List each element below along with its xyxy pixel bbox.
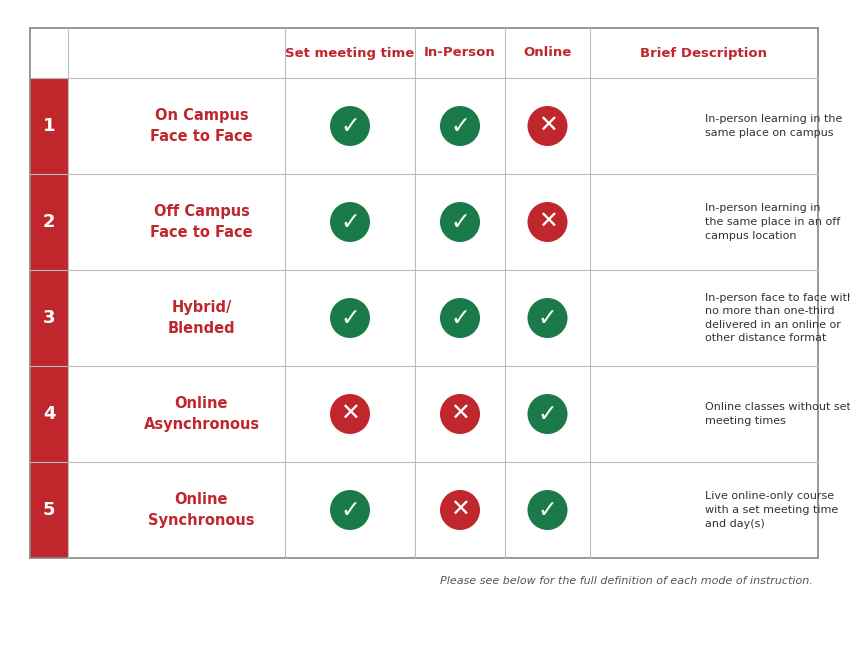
Bar	[30, 78, 68, 174]
Text: ✕: ✕	[537, 210, 558, 234]
Text: In-person face to face with
no more than one-third
delivered in an online or
oth: In-person face to face with no more than…	[705, 293, 850, 343]
Circle shape	[440, 298, 480, 338]
Text: Brief Description: Brief Description	[641, 47, 768, 60]
Text: ✕: ✕	[537, 114, 558, 138]
Text: ✓: ✓	[450, 306, 470, 330]
Text: ✕: ✕	[450, 402, 470, 426]
Circle shape	[330, 298, 370, 338]
Text: 3: 3	[42, 309, 55, 327]
Text: Hybrid/
Blended: Hybrid/ Blended	[167, 300, 235, 336]
Circle shape	[330, 490, 370, 530]
Text: Online
Synchronous: Online Synchronous	[148, 492, 255, 528]
Text: Set meeting time: Set meeting time	[286, 47, 415, 60]
Text: ✓: ✓	[450, 210, 470, 234]
Text: ✓: ✓	[450, 114, 470, 138]
Bar	[30, 270, 68, 366]
Circle shape	[440, 106, 480, 146]
Text: Live online-only course
with a set meeting time
and day(s): Live online-only course with a set meeti…	[705, 491, 838, 529]
Circle shape	[528, 106, 568, 146]
Text: Off Campus
Face to Face: Off Campus Face to Face	[150, 204, 252, 240]
Text: 5: 5	[42, 501, 55, 519]
Text: ✕: ✕	[340, 402, 360, 426]
Text: ✓: ✓	[340, 210, 360, 234]
Circle shape	[330, 202, 370, 242]
Bar	[30, 174, 68, 270]
Circle shape	[330, 106, 370, 146]
Circle shape	[528, 202, 568, 242]
Text: 4: 4	[42, 405, 55, 423]
Text: ✓: ✓	[340, 498, 360, 522]
Text: On Campus
Face to Face: On Campus Face to Face	[150, 108, 252, 144]
Circle shape	[330, 394, 370, 434]
Circle shape	[528, 490, 568, 530]
Text: ✓: ✓	[340, 306, 360, 330]
Bar	[30, 28, 818, 558]
Bar	[30, 462, 68, 558]
Text: 1: 1	[42, 117, 55, 135]
Text: ✓: ✓	[537, 498, 558, 522]
Text: ✓: ✓	[537, 402, 558, 426]
Circle shape	[528, 394, 568, 434]
Bar	[30, 366, 68, 462]
Text: ✓: ✓	[537, 306, 558, 330]
Circle shape	[440, 394, 480, 434]
Circle shape	[440, 202, 480, 242]
Text: In-person learning in the
same place on campus: In-person learning in the same place on …	[705, 114, 842, 138]
Text: Online: Online	[524, 47, 571, 60]
Text: ✓: ✓	[340, 114, 360, 138]
Text: In-person learning in
the same place in an off
campus location: In-person learning in the same place in …	[705, 203, 841, 241]
Text: 2: 2	[42, 213, 55, 231]
Text: In-Person: In-Person	[424, 47, 496, 60]
Circle shape	[440, 490, 480, 530]
Text: Please see below for the full definition of each mode of instruction.: Please see below for the full definition…	[440, 576, 813, 586]
Text: Online classes without set
meeting times: Online classes without set meeting times	[705, 402, 850, 426]
Text: ✕: ✕	[450, 498, 470, 522]
Text: Online
Asynchronous: Online Asynchronous	[144, 396, 259, 432]
Circle shape	[528, 298, 568, 338]
